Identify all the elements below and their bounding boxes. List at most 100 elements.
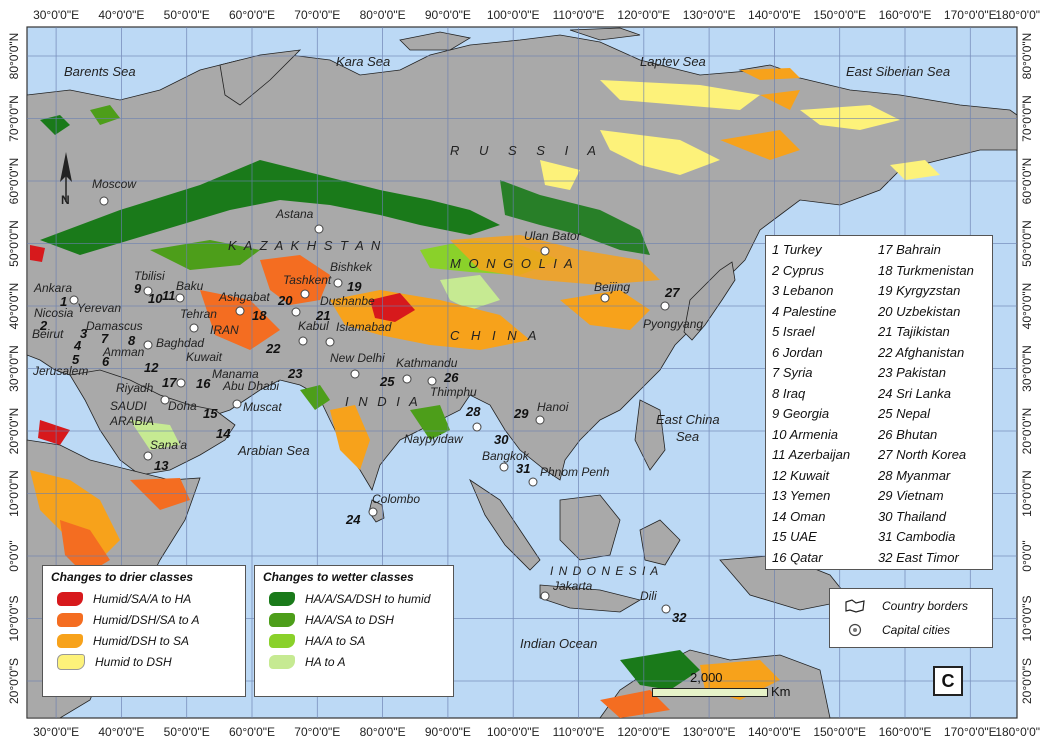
country-list-item: 14 Oman: [772, 508, 826, 524]
lon-label: 70°0'0"E: [294, 725, 340, 739]
country-list-item: 9 Georgia: [772, 406, 830, 421]
city-label: Baghdad: [156, 336, 204, 350]
legend-swatch: [269, 633, 295, 648]
city-label: Naypyidaw: [404, 432, 464, 446]
country-list-panel: 1 Turkey 17 Bahrain 2 Cyprus 18 Turkmeni…: [765, 235, 993, 570]
country-list-item: 17 Bahrain: [878, 242, 941, 257]
country-number: 8: [128, 333, 136, 348]
city-label: Ulan Bator: [524, 229, 582, 243]
lon-label: 130°0'0"E: [683, 725, 736, 739]
country-list-item: 12 Kuwait: [772, 467, 830, 483]
sea-labels: Barents Sea Kara Sea Laptev Sea East Sib…: [64, 54, 950, 651]
city-label: Hanoi: [537, 400, 569, 414]
region-label-china: C H I N A: [450, 328, 540, 343]
lat-label: 60°0'0"N: [7, 158, 21, 205]
lat-labels-right: 80°0'0"N 70°0'0"N 60°0'0"N 50°0'0"N 40°0…: [1020, 33, 1034, 704]
lon-label: 60°0'0"E: [229, 725, 275, 739]
country-number: 7: [101, 331, 109, 346]
capital-marker: [99, 196, 109, 206]
city-label: Kuwait: [186, 350, 223, 364]
capital-marker: [540, 591, 550, 601]
capital-marker: [160, 395, 170, 405]
country-list-item: 28 Myanmar: [878, 467, 951, 483]
city-label: Manama: [212, 367, 259, 381]
country-list-item: 5 Israel: [772, 324, 815, 339]
scale-value: 2,000: [690, 670, 723, 685]
capital-marker: [300, 289, 310, 299]
capital-marker: [143, 340, 153, 350]
city-label: Phnom Penh: [540, 465, 610, 479]
country-border-icon: [842, 598, 868, 614]
sea-label-laptev: Laptev Sea: [640, 54, 706, 69]
country-number: 3: [80, 326, 88, 341]
sea-label-indian-ocean: Indian Ocean: [520, 636, 597, 651]
lat-label: 20°0'0"N: [1020, 408, 1034, 455]
legend-swatch: [57, 653, 85, 670]
country-list-item: 25 Nepal: [878, 406, 931, 421]
country-number: 19: [347, 279, 362, 294]
country-list-item: 15 UAE: [772, 529, 817, 544]
city-label: Jerusalem: [32, 364, 88, 378]
city-label: Tashkent: [283, 273, 332, 287]
country-list-item: 6 Jordan: [772, 344, 823, 360]
legend-swatch: [57, 591, 83, 606]
country-list-item: 31 Cambodia: [878, 529, 956, 544]
capital-marker: [314, 224, 324, 234]
lon-label: 170°0'0"E: [944, 8, 997, 22]
country-list-item: 23 Pakistan: [878, 365, 946, 380]
scale-bar: 2,000 Km: [652, 670, 832, 702]
country-number: 12: [144, 360, 159, 375]
country-number: 2: [39, 318, 48, 333]
lat-label: 80°0'0"N: [1020, 33, 1034, 80]
country-number: 20: [277, 293, 293, 308]
symbol-row-capitals: Capital cities: [830, 618, 992, 642]
capital-marker: [661, 604, 671, 614]
capital-marker: [350, 369, 360, 379]
capital-marker: [69, 295, 79, 305]
city-label: New Delhi: [330, 351, 385, 365]
lon-label: 40°0'0"E: [98, 725, 144, 739]
city-label: Tehran: [180, 307, 217, 321]
lon-label: 130°0'0"E: [683, 8, 736, 22]
legend-swatch: [57, 633, 83, 648]
legend-label: Humid/DSH/SA to A: [93, 612, 200, 627]
country-list-item: 11 Azerbaijan: [772, 447, 851, 462]
svg-text:N: N: [61, 193, 70, 207]
capital-marker: [499, 462, 509, 472]
capital-marker: [189, 323, 199, 333]
country-number: 24: [345, 512, 361, 527]
city-label: Sana'a: [150, 438, 187, 452]
capital-marker: [528, 477, 538, 487]
lat-label: 50°0'0"N: [7, 220, 21, 267]
symbol-row-borders: Country borders: [830, 594, 992, 618]
region-label-indonesia: I N D O N E S I A: [550, 564, 659, 578]
capital-marker: [143, 286, 153, 296]
lon-label: 60°0'0"E: [229, 8, 275, 22]
lon-label: 160°0'0"E: [879, 8, 932, 22]
country-number: 9: [134, 281, 142, 296]
lon-label: 90°0'0"E: [425, 725, 471, 739]
capital-marker: [176, 378, 186, 388]
lat-label: 10°0'0"N: [7, 470, 21, 517]
city-label: Amman: [102, 345, 145, 359]
legend-label: Humid to DSH: [95, 654, 172, 669]
capital-marker: [235, 306, 245, 316]
country-list-item: 18 Turkmenistan: [878, 262, 974, 278]
lon-label: 150°0'0"E: [813, 725, 866, 739]
capital-names: Moscow Astana Ulan Bator Bishkek Tashken…: [32, 177, 703, 603]
legend-drier-item: Humid/DSH to SA: [43, 630, 245, 651]
country-number: 21: [315, 308, 330, 323]
legend-swatch: [269, 612, 295, 627]
city-label: Tbilisi: [134, 269, 165, 283]
city-label: Ashgabat: [218, 290, 270, 304]
city-label: Kathmandu: [396, 356, 458, 370]
sea-label-kara: Kara Sea: [336, 54, 390, 69]
country-number: 23: [287, 366, 303, 381]
country-number: 5: [72, 352, 80, 367]
lat-label: 40°0'0"N: [7, 283, 21, 330]
country-list-item: 22 Afghanistan: [878, 344, 965, 360]
city-label: Yerevan: [77, 301, 121, 315]
capital-marker: [291, 307, 301, 317]
city-label: Moscow: [92, 177, 137, 191]
country-number: 27: [664, 285, 680, 300]
